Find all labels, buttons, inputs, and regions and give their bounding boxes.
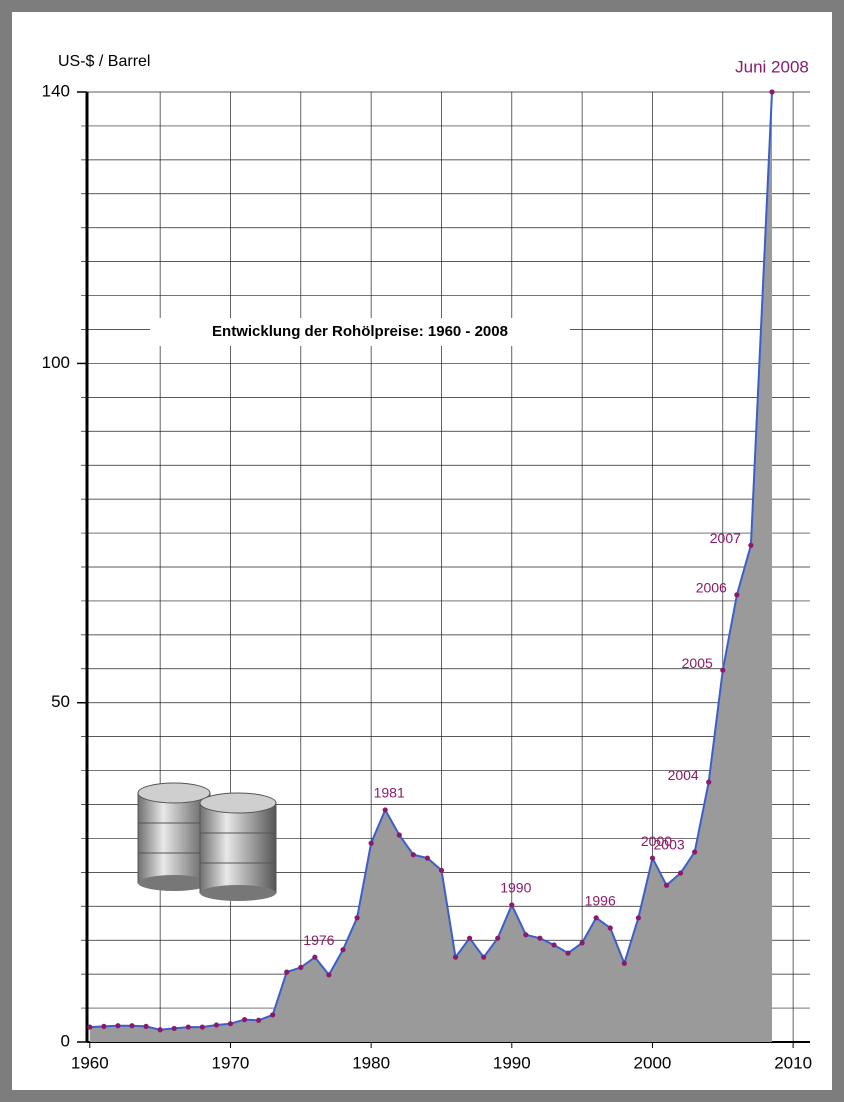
- y-tick-label: 140: [42, 81, 70, 100]
- point: [143, 1024, 148, 1029]
- point: [769, 89, 774, 94]
- x-tick-label: 1980: [352, 1053, 390, 1072]
- point: [551, 942, 556, 947]
- point: [664, 883, 669, 888]
- point-label: 1976: [303, 932, 334, 948]
- page: US-$ / Barrel Entwicklung der Rohölpreis…: [0, 0, 844, 1102]
- point: [622, 961, 627, 966]
- point: [678, 870, 683, 875]
- point: [734, 592, 739, 597]
- point: [720, 668, 725, 673]
- point: [594, 915, 599, 920]
- point-label: 2003: [654, 837, 685, 853]
- x-tick-label: 2000: [634, 1053, 672, 1072]
- point: [326, 972, 331, 977]
- point: [298, 965, 303, 970]
- chart: US-$ / Barrel Entwicklung der Rohölpreis…: [0, 0, 844, 1102]
- point-label: 2006: [696, 580, 727, 596]
- chart-title: Entwicklung der Rohölpreise: 1960 - 2008: [212, 323, 508, 340]
- point: [172, 1026, 177, 1031]
- point: [214, 1022, 219, 1027]
- point: [115, 1023, 120, 1028]
- point: [129, 1023, 134, 1028]
- point: [228, 1021, 233, 1026]
- y-tick-label: 0: [61, 1031, 70, 1050]
- y-axis-label: US-$ / Barrel: [58, 53, 150, 70]
- point: [284, 970, 289, 975]
- point: [608, 925, 613, 930]
- point: [186, 1024, 191, 1029]
- point: [354, 915, 359, 920]
- barrels-illustration: [138, 783, 276, 901]
- x-tick-label: 1970: [212, 1053, 250, 1072]
- point: [411, 852, 416, 857]
- point: [312, 955, 317, 960]
- point: [636, 915, 641, 920]
- point-label: 1990: [500, 880, 531, 896]
- point: [748, 543, 753, 548]
- point: [242, 1017, 247, 1022]
- x-tick-label: 1990: [493, 1053, 531, 1072]
- point: [256, 1018, 261, 1023]
- point: [87, 1024, 92, 1029]
- point-label: 1996: [585, 893, 616, 909]
- point-label: 2004: [668, 767, 699, 783]
- point: [369, 841, 374, 846]
- point: [706, 780, 711, 785]
- x-tick-label: 1960: [71, 1053, 109, 1072]
- point: [509, 902, 514, 907]
- point: [270, 1012, 275, 1017]
- point: [481, 955, 486, 960]
- point: [467, 936, 472, 941]
- point: [397, 832, 402, 837]
- y-tick-label: 50: [51, 692, 70, 711]
- point: [537, 936, 542, 941]
- point: [200, 1024, 205, 1029]
- point-label: 2005: [682, 655, 713, 671]
- x-tick-label: 2010: [774, 1053, 812, 1072]
- point-label: 2007: [710, 530, 741, 546]
- y-tick-label: 100: [42, 353, 70, 372]
- point: [495, 936, 500, 941]
- point: [650, 856, 655, 861]
- point: [453, 955, 458, 960]
- point: [383, 807, 388, 812]
- point: [692, 849, 697, 854]
- point: [439, 868, 444, 873]
- point: [580, 940, 585, 945]
- point-label: 1981: [374, 785, 405, 801]
- point: [340, 947, 345, 952]
- point: [523, 932, 528, 937]
- point: [101, 1024, 106, 1029]
- point-label: Juni 2008: [735, 57, 809, 76]
- point: [425, 856, 430, 861]
- point: [158, 1027, 163, 1032]
- point: [565, 951, 570, 956]
